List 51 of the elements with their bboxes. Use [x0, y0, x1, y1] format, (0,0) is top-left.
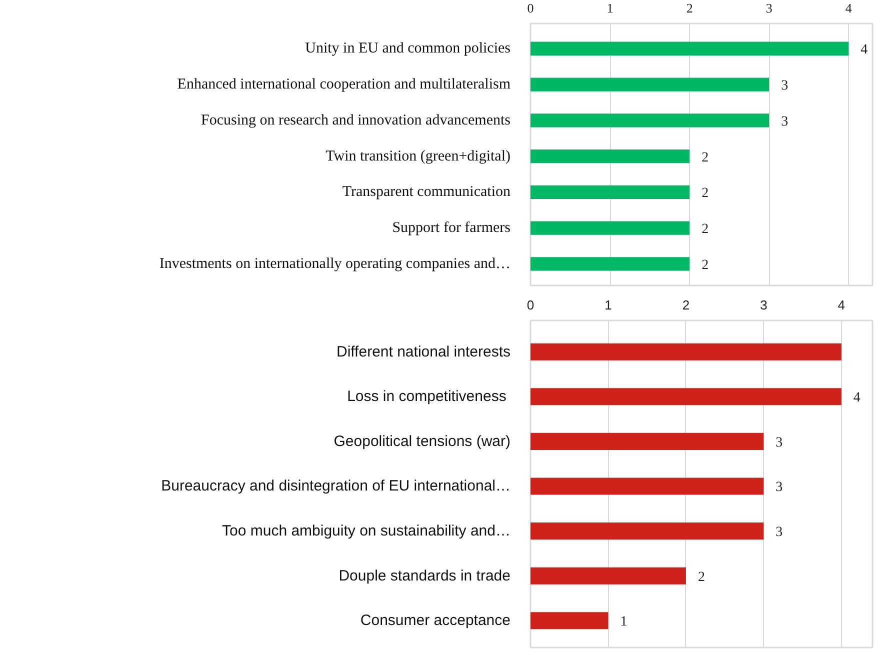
bar — [530, 522, 764, 540]
x-tick-label: 4 — [838, 298, 846, 312]
x-tick-label: 1 — [606, 0, 614, 16]
bar — [530, 42, 849, 56]
x-tick-label: 2 — [686, 0, 693, 16]
y-tick-label: Douple standards in trade — [338, 567, 511, 584]
y-tick-label: Unity in EU and common policies — [305, 40, 511, 57]
y-tick-label: Investments on internationally operating companies and… — [159, 256, 511, 272]
data-label: 2 — [702, 258, 709, 273]
y-tick-label: Too much ambiguity on sustainability and… — [222, 522, 511, 540]
bar — [530, 388, 842, 406]
bar — [530, 149, 690, 164]
data-label: 4 — [860, 42, 868, 58]
y-tick-label: Bureaucracy and disintegration of EU international… — [161, 478, 511, 495]
x-tick-label: 0 — [526, 298, 534, 312]
x-tick-label: 0 — [527, 0, 534, 16]
y-tick-label: Loss in competitiveness — [347, 388, 506, 406]
data-label: 1 — [620, 614, 628, 630]
bar — [530, 567, 686, 584]
y-tick-label: Geopolitical tensions (war) — [334, 432, 511, 450]
bar — [530, 343, 842, 360]
bar — [530, 478, 764, 495]
y-tick-label: Twin transition (green+digital) — [326, 148, 511, 164]
bar — [530, 78, 770, 92]
data-label: 2 — [702, 222, 709, 238]
y-tick-label: Focusing on research and innovation advancements — [201, 112, 511, 128]
bar — [530, 432, 764, 450]
x-tick-label: 3 — [760, 298, 768, 312]
bar — [530, 185, 690, 200]
y-tick-label: Transparent communication — [342, 184, 511, 200]
x-tick-label: 2 — [682, 298, 690, 312]
data-label: 4 — [853, 390, 860, 406]
y-tick-label: Enhanced international cooperation and multilateralism — [177, 76, 511, 93]
y-tick-label: Support for farmers — [392, 220, 511, 236]
y-tick-label: Different national interests — [336, 343, 511, 360]
bar — [530, 221, 690, 235]
data-label: 3 — [776, 480, 783, 496]
x-tick-label: 4 — [845, 0, 852, 16]
x-tick-label: 3 — [766, 0, 772, 16]
x-tick-label: 1 — [604, 298, 612, 312]
bar — [530, 612, 608, 630]
y-tick-label: Consumer acceptance — [360, 612, 511, 630]
data-label: 2 — [698, 570, 705, 585]
bar — [530, 257, 690, 271]
data-label: 3 — [776, 525, 783, 540]
data-label: 3 — [781, 114, 788, 130]
bar — [530, 114, 770, 128]
data-label: 3 — [781, 78, 788, 94]
data-label: 2 — [702, 186, 709, 202]
data-label: 3 — [776, 435, 783, 450]
data-label: 2 — [702, 150, 709, 166]
